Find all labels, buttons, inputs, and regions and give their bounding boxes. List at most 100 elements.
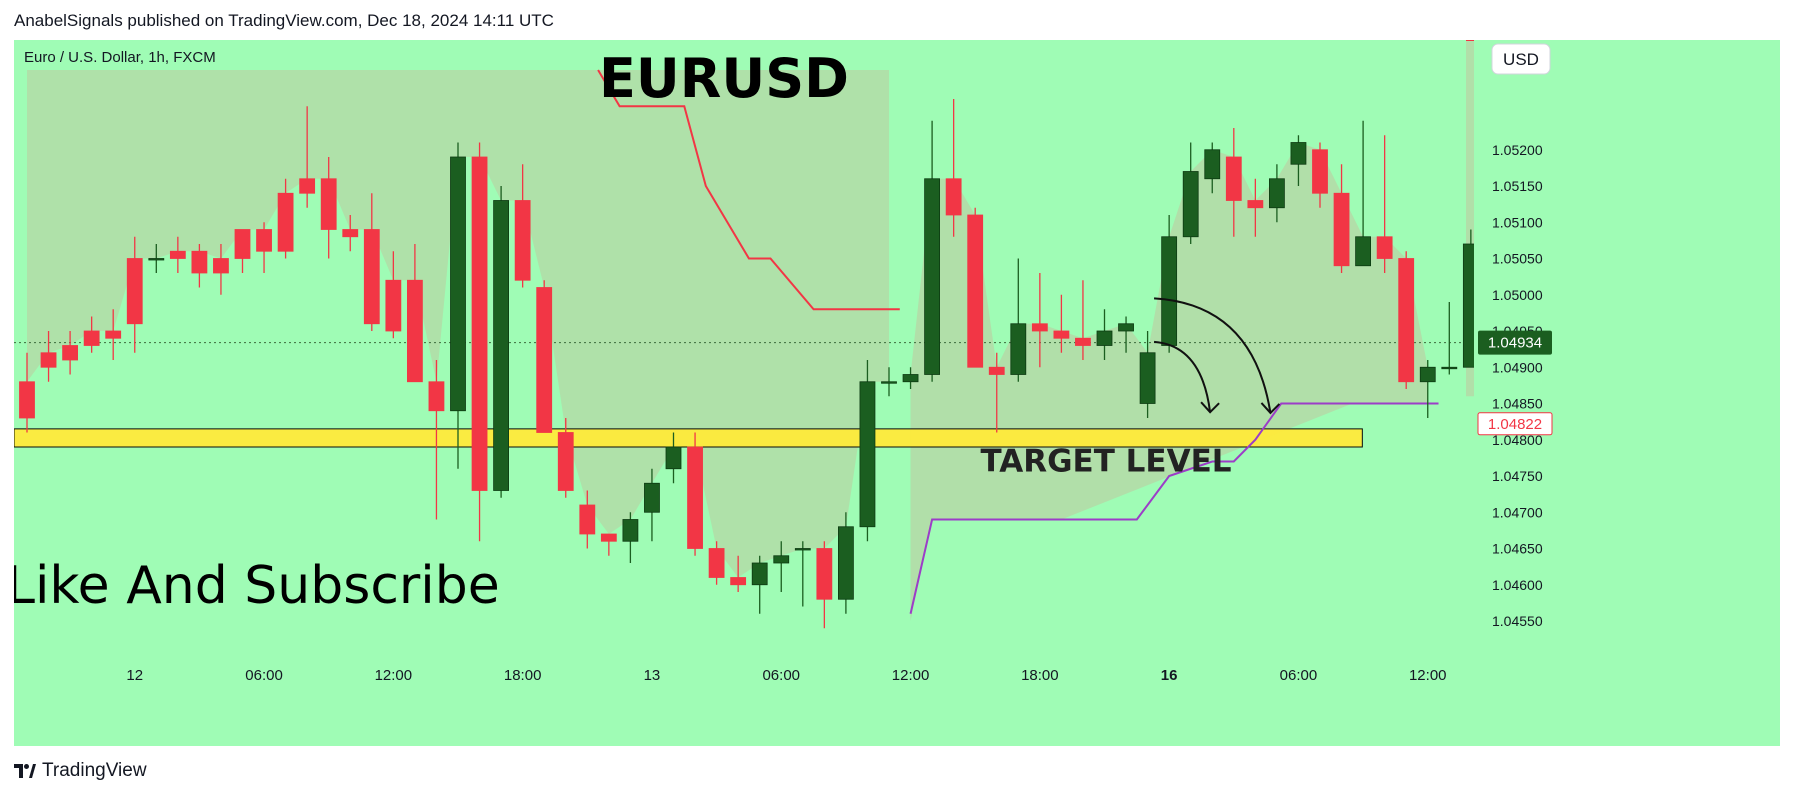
y-axis-tick-label: 1.05100 xyxy=(1492,214,1543,230)
candle-body xyxy=(83,330,100,346)
candle-body xyxy=(385,279,402,332)
candle-body xyxy=(1096,330,1113,346)
candle xyxy=(105,309,122,360)
y-axis-tick-label: 1.04700 xyxy=(1492,504,1543,520)
candle xyxy=(1333,164,1350,273)
candle xyxy=(665,432,682,484)
candle xyxy=(730,555,747,592)
candle-body xyxy=(19,381,35,419)
candle-body xyxy=(1225,156,1242,201)
candle-body xyxy=(557,432,574,491)
candle xyxy=(1010,258,1027,382)
candle xyxy=(1075,280,1091,360)
arrow-head xyxy=(1200,401,1220,414)
x-axis-tick-label: 06:00 xyxy=(245,667,283,684)
candle-body xyxy=(665,446,682,470)
candle xyxy=(1031,273,1048,368)
candle xyxy=(428,360,445,520)
candle-body xyxy=(924,178,940,375)
candle xyxy=(1225,128,1242,237)
candle xyxy=(363,193,380,331)
currency-label: USD xyxy=(1503,50,1539,69)
currency-button-box xyxy=(1491,43,1551,75)
subscribe-text: Like And Subscribe xyxy=(14,556,500,616)
candle xyxy=(342,215,359,252)
reference-price-tag xyxy=(1477,412,1553,436)
candle-body xyxy=(342,229,359,238)
candle xyxy=(945,99,962,237)
x-axis-tick-label: 12:00 xyxy=(892,667,930,684)
currency-button[interactable]: USD xyxy=(1491,43,1551,75)
x-axis-tick-label: 18:00 xyxy=(1021,667,1059,684)
candle xyxy=(1096,309,1113,360)
chart-text: Euro / U.S. Dollar, 1h, FXCM EURUSD TARGET… xyxy=(14,47,1447,684)
candle xyxy=(1182,142,1199,244)
candle-body xyxy=(708,548,725,578)
candle xyxy=(234,229,251,273)
candle xyxy=(1118,316,1134,353)
candle-body xyxy=(148,258,165,261)
candlestick-chart[interactable]: Euro / U.S. Dollar, 1h, FXCM EURUSD TARGET… xyxy=(14,40,1780,746)
candle xyxy=(450,142,466,469)
candle-body xyxy=(126,258,143,325)
chart-area[interactable]: Euro / U.S. Dollar, 1h, FXCM EURUSD TARGET… xyxy=(14,40,1780,746)
candle-body xyxy=(1139,352,1156,404)
candle xyxy=(1139,331,1156,418)
candle xyxy=(600,533,617,556)
y-axis-tick-label: 1.04600 xyxy=(1492,577,1543,593)
footer-brand[interactable]: TradingView xyxy=(14,760,147,782)
candle xyxy=(1269,164,1285,223)
candle-body xyxy=(687,446,703,549)
candle xyxy=(967,207,984,368)
candle-body xyxy=(1010,323,1027,375)
candle-body xyxy=(363,229,380,325)
candle xyxy=(1290,135,1307,186)
price-axis: USD 1.05200 1.05150 1.05100 1.05050 1.05000 1.… xyxy=(1474,40,1780,746)
candle-body xyxy=(794,548,811,551)
candle xyxy=(881,367,897,397)
candle-body xyxy=(622,519,639,542)
candle-body xyxy=(191,250,208,274)
y-axis-tick-label: 1.04850 xyxy=(1492,396,1543,412)
y-axis-tick-label: 1.04900 xyxy=(1492,359,1543,375)
candle xyxy=(493,186,510,498)
chart-title: EURUSD xyxy=(599,47,849,110)
reference-price-value: 1.04822 xyxy=(1488,416,1542,433)
candle xyxy=(277,178,294,259)
annotation-arrows xyxy=(1153,297,1281,415)
candle-body xyxy=(945,178,962,216)
y-axis-tick-label: 1.04800 xyxy=(1492,432,1543,448)
candle xyxy=(838,512,854,614)
right-cloud-area xyxy=(910,142,1428,621)
candle-body xyxy=(1333,192,1350,267)
candle xyxy=(536,280,553,433)
candle-body xyxy=(988,366,1005,375)
candle xyxy=(794,541,811,607)
candle-body xyxy=(859,381,876,528)
forecast-arrow xyxy=(1153,340,1212,413)
candle-body xyxy=(1376,236,1393,259)
candle-body xyxy=(644,482,660,513)
candle-body xyxy=(1290,142,1307,165)
candle xyxy=(859,360,876,542)
y-axis-tick-label: 1.04550 xyxy=(1492,613,1543,629)
candle xyxy=(902,367,919,389)
tradingview-brand-label: TradingView xyxy=(42,760,147,781)
candle-body xyxy=(1269,178,1285,209)
published-by-line: AnabelSignals published on TradingView.c… xyxy=(14,11,554,30)
candle xyxy=(169,236,186,273)
last-price-value: 1.04934 xyxy=(1488,335,1542,352)
candle-body xyxy=(579,504,596,535)
candle-body xyxy=(299,178,316,194)
candle xyxy=(1247,178,1264,237)
candle-body xyxy=(1204,149,1221,180)
candle-body xyxy=(62,345,78,361)
target-level-label: TARGET LEVEL xyxy=(980,444,1231,480)
candle xyxy=(191,244,208,288)
forecast-arrow xyxy=(1154,297,1272,414)
candle-body xyxy=(234,229,251,259)
candle-body xyxy=(428,381,445,412)
x-axis-tick-label: 12:00 xyxy=(1409,667,1447,684)
candle-body xyxy=(406,279,423,383)
candle-body xyxy=(1053,330,1070,339)
